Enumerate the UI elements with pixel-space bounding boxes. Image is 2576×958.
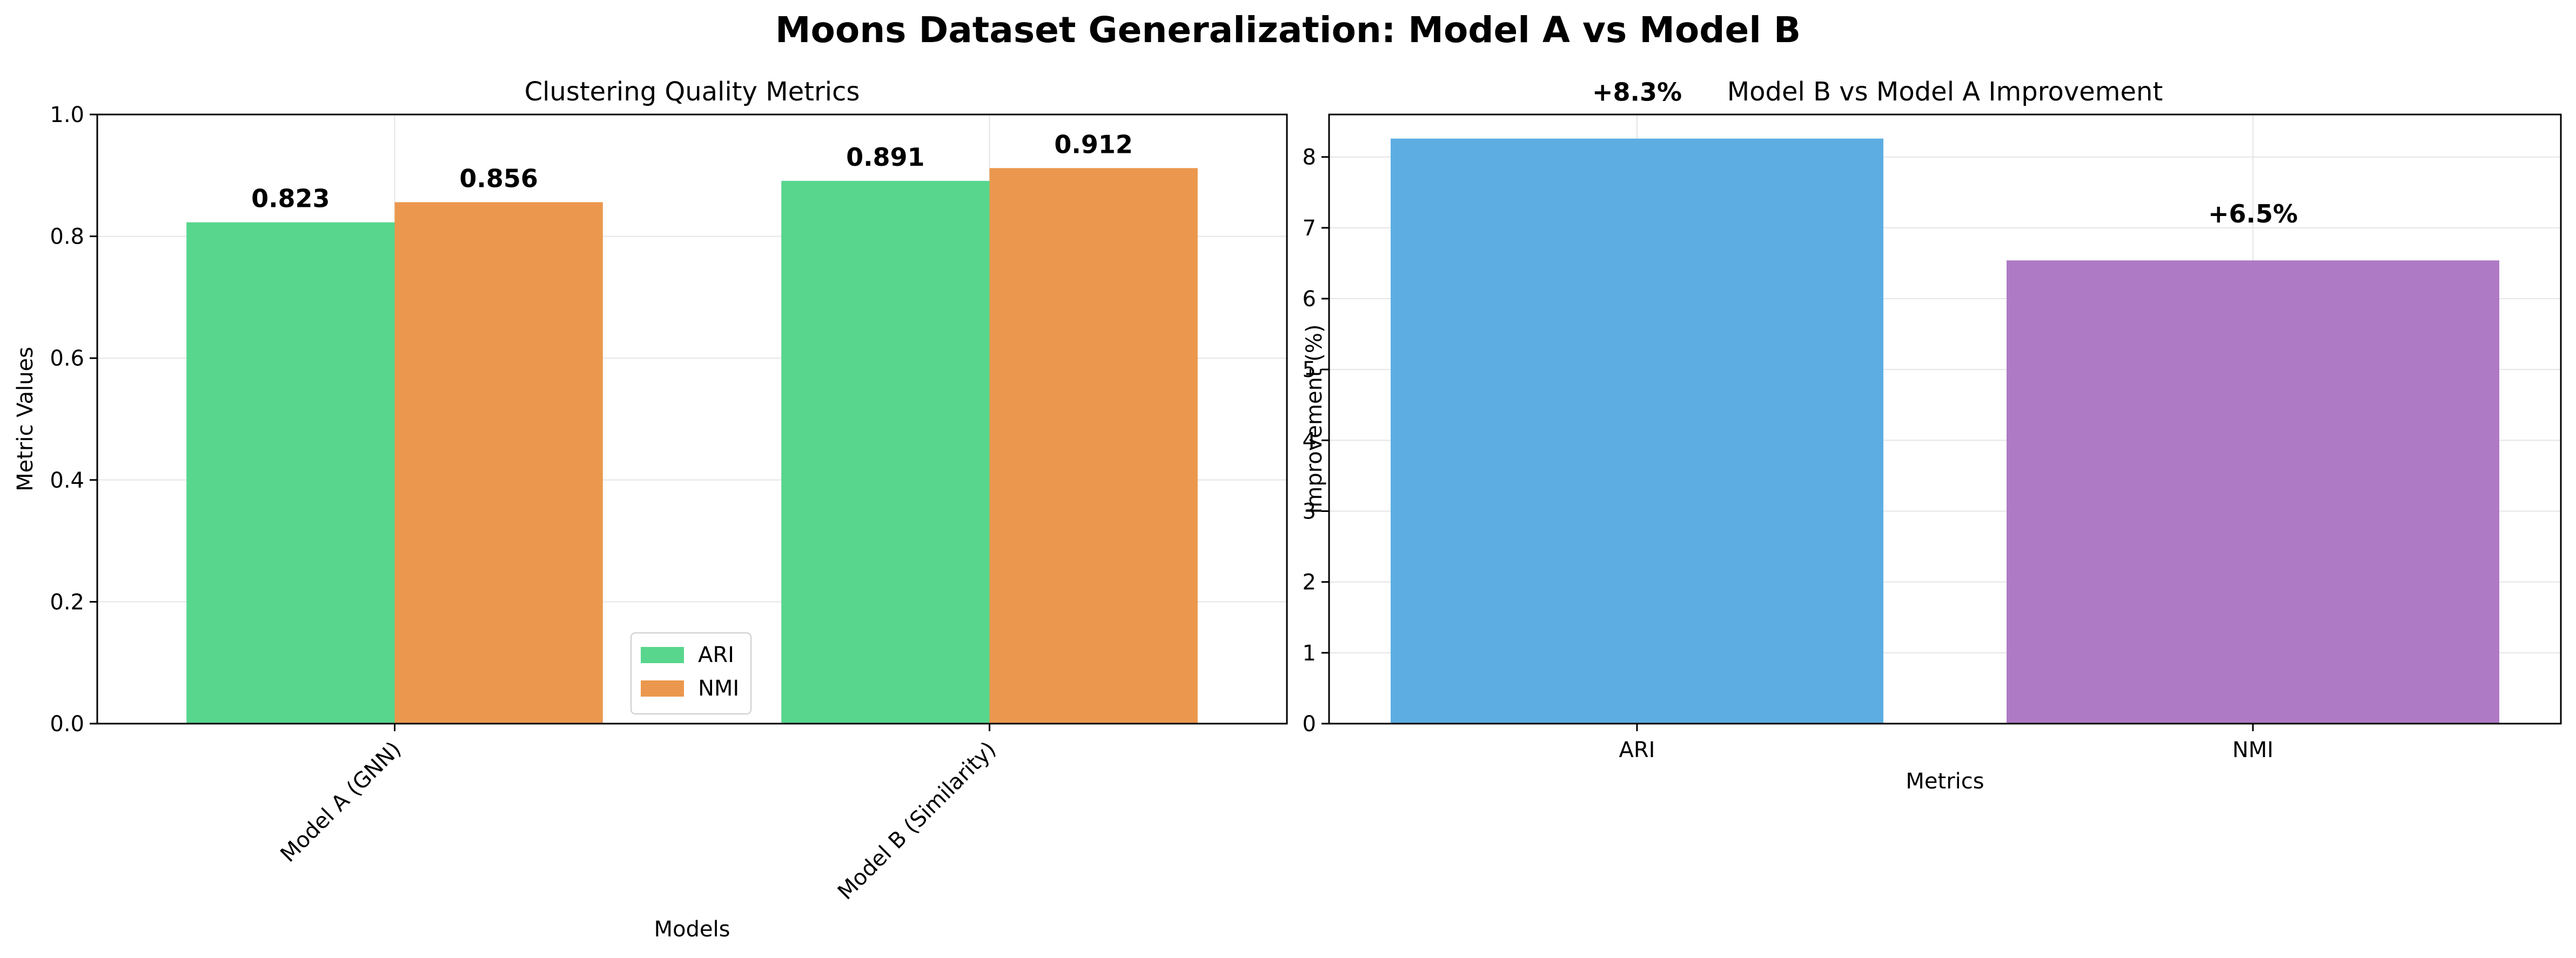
left-y-ticks: 0.0 0.2 0.4 0.6 0.8 1.0	[50, 103, 97, 737]
left-y-tick-label: 0.0	[50, 712, 84, 737]
bar-ari-model-b-similarity	[781, 180, 990, 724]
right-y-ticks: 0 1 2 3 4 5 6 7 8	[1303, 145, 1329, 737]
left-y-tick-label: 0.8	[50, 225, 84, 249]
data-label-improvement-ari: +8.3%	[1592, 78, 1682, 107]
figure-title: Moons Dataset Generalization: Model A vs…	[775, 9, 1801, 51]
left-y-tick-label: 0.4	[50, 468, 84, 493]
left-bars	[186, 168, 1198, 724]
right-y-tick-label: 3	[1303, 500, 1316, 524]
bar-nmi-model-b-similarity	[989, 168, 1198, 724]
legend-swatch-ari	[641, 647, 684, 663]
left-axes-frame	[96, 113, 1288, 725]
left-y-tick-label: 1.0	[50, 103, 84, 127]
legend-label-ari: ARI	[698, 643, 734, 667]
right-x-axis-label: Metrics	[1906, 769, 1984, 794]
data-label-ari-model-b-similarity: 0.891	[846, 143, 925, 172]
right-y-tick-label: 2	[1303, 570, 1316, 595]
bar-ari-model-a-gnn	[186, 222, 395, 724]
legend-label-nmi: NMI	[698, 676, 739, 701]
data-label-improvement-nmi: +6.5%	[2208, 199, 2298, 228]
left-x-ticks: Model A (GNN) Model B (Similarity)	[276, 724, 1001, 905]
right-bars	[1391, 138, 2499, 724]
right-y-tick-label: 6	[1303, 287, 1316, 312]
right-x-ticks: ARI NMI	[1619, 724, 2273, 763]
bar-improvement-nmi	[2007, 260, 2499, 724]
data-label-nmi-model-b-similarity: 0.912	[1054, 130, 1133, 159]
data-label-ari-model-a-gnn: 0.823	[251, 184, 330, 213]
left-x-tick-label: Model B (Similarity)	[833, 737, 1001, 905]
right-y-tick-label: 4	[1303, 428, 1316, 453]
left-legend: ARI NMI	[630, 632, 752, 714]
left-chart-title: Clustering Quality Metrics	[525, 77, 860, 107]
right-y-tick-label: 1	[1303, 641, 1316, 666]
right-y-tick-label: 0	[1303, 712, 1316, 737]
improvement-chart: +8.3% +6.5% 0 1 2 3 4 5 6 7 8 ARI NMI Model B vs M…	[1302, 77, 2562, 794]
right-x-tick-label: NMI	[2232, 738, 2273, 763]
left-data-labels: 0.823 0.891 0.856 0.912	[251, 130, 1133, 213]
right-x-tick-label: ARI	[1619, 738, 1655, 763]
left-x-tick-label: Model A (GNN)	[276, 737, 406, 867]
right-y-tick-label: 7	[1303, 216, 1316, 241]
left-y-tick-label: 0.2	[50, 590, 84, 615]
legend-swatch-nmi	[641, 680, 684, 697]
bar-improvement-ari	[1391, 138, 1883, 724]
right-axes-frame	[1328, 113, 2562, 725]
left-y-tick-label: 0.6	[50, 346, 84, 371]
right-y-tick-label: 5	[1303, 357, 1316, 382]
bar-nmi-model-a-gnn	[394, 202, 603, 724]
left-y-axis-label: Metric Values	[13, 347, 38, 491]
left-x-axis-label: Models	[654, 917, 730, 942]
right-data-labels: +8.3% +6.5%	[1592, 78, 2298, 229]
right-y-tick-label: 8	[1303, 145, 1316, 170]
right-y-axis-label: Improvement (%)	[1302, 324, 1327, 514]
right-chart-title: Model B vs Model A Improvement	[1727, 77, 2163, 107]
data-label-nmi-model-a-gnn: 0.856	[459, 164, 538, 193]
